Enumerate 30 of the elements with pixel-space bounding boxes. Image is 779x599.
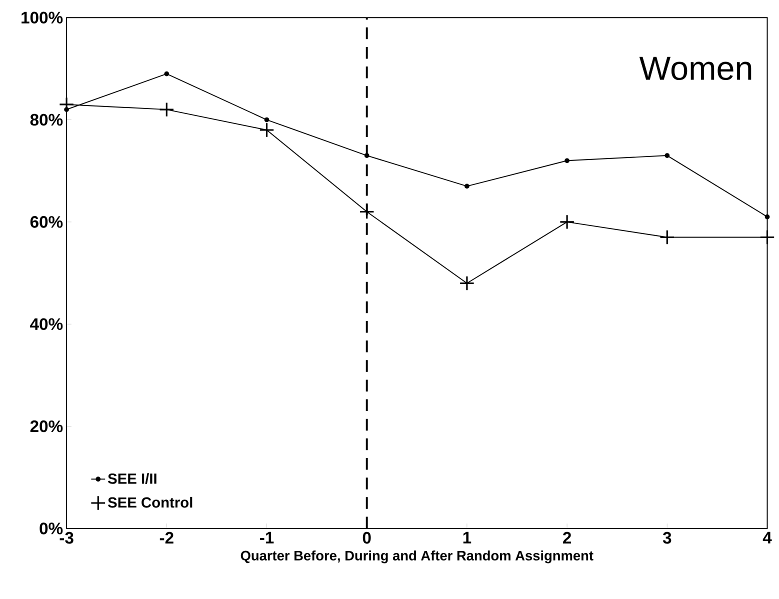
- point: [464, 184, 470, 189]
- point: [660, 230, 675, 245]
- y-tick-label: 60%: [30, 216, 63, 228]
- text: Women: [639, 56, 752, 80]
- point: [564, 158, 570, 164]
- y-tick-label: 80%: [30, 114, 63, 126]
- point: [359, 204, 374, 220]
- point: [559, 214, 575, 230]
- legend-label: SEE Control: [108, 496, 192, 508]
- x-tick-label: 0: [362, 532, 371, 544]
- x-axis-title: Quarter Before, During and After Random Assignment: [240, 550, 594, 564]
- x-tick-label: 4: [762, 532, 772, 544]
- x-tick-label: -1: [260, 532, 274, 544]
- point: [159, 102, 174, 118]
- y-tick-label: 20%: [30, 420, 63, 432]
- legend-label: SEE I/II: [108, 473, 156, 484]
- x-tick-label: 3: [662, 532, 672, 544]
- point: [259, 122, 274, 138]
- point: [164, 71, 170, 76]
- point: [764, 214, 770, 220]
- x-tick-label: 2: [563, 532, 571, 544]
- point: [664, 153, 670, 158]
- y-tick-label: 100%: [22, 12, 63, 24]
- point: [459, 276, 475, 291]
- x-tick-label: 1: [463, 532, 472, 544]
- x-tick-label: -2: [160, 532, 174, 544]
- point: [264, 117, 270, 122]
- point: [760, 230, 775, 245]
- y-tick-label: 40%: [30, 318, 63, 330]
- point: [364, 153, 370, 158]
